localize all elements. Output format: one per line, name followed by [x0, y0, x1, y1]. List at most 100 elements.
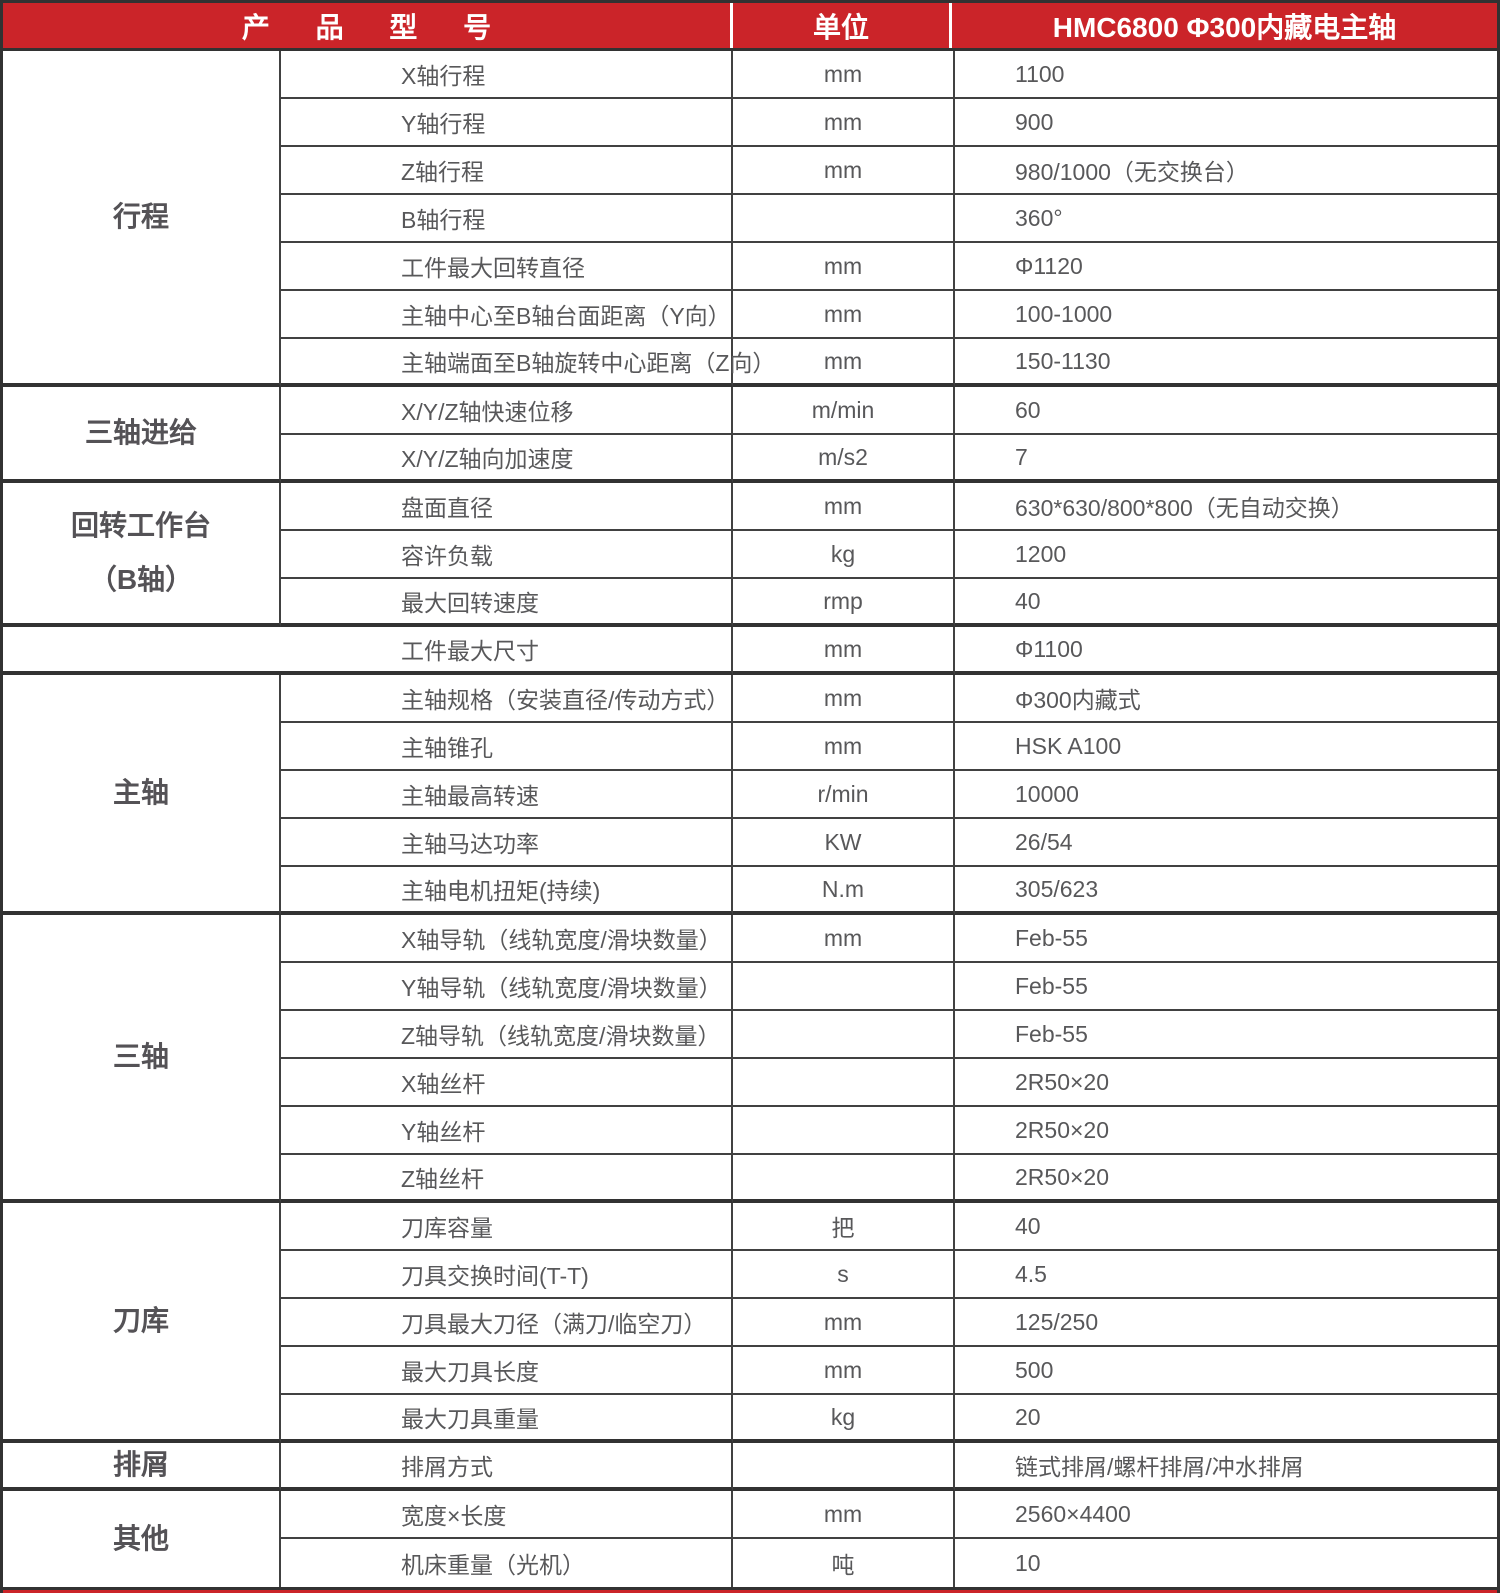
group-label-line: 三轴: [112, 1041, 169, 1072]
param-cell: 最大刀具重量: [281, 1395, 733, 1443]
value-cell: 26/54: [955, 819, 1497, 867]
unit-cell: mm: [733, 1491, 955, 1539]
param-cell: 容许负载: [281, 531, 733, 579]
value-cell: 150-1130: [955, 339, 1497, 387]
param-cell: Y轴行程: [281, 99, 733, 147]
unit-cell: mm: [733, 99, 955, 147]
unit-cell: mm: [733, 339, 955, 387]
value-cell: 500: [955, 1347, 1497, 1395]
param-cell: B轴行程: [281, 195, 733, 243]
value-cell: 2R50×20: [955, 1107, 1497, 1155]
unit-cell: 把: [733, 1203, 955, 1251]
param-cell: 主轴锥孔: [281, 723, 733, 771]
param-cell: 机床重量（光机）: [281, 1539, 733, 1587]
unit-cell: [733, 1443, 955, 1491]
value-cell: Φ1100: [955, 627, 1497, 675]
value-cell: 40: [955, 1203, 1497, 1251]
header-model-value: HMC6800 Φ300内藏电主轴: [1052, 11, 1397, 43]
unit-cell: mm: [733, 291, 955, 339]
value-cell: 20: [955, 1395, 1497, 1443]
unit-cell: mm: [733, 915, 955, 963]
group-label-line: 主轴: [112, 777, 169, 808]
param-cell: X轴丝杆: [281, 1059, 733, 1107]
group-label-line: 刀库: [112, 1305, 169, 1336]
param-cell: Z轴导轨（线轨宽度/滑块数量）: [281, 1011, 733, 1059]
group-label-line: （B轴）: [88, 564, 194, 595]
group-cell-tool-magazine: 刀库: [3, 1203, 281, 1443]
param-cell: Z轴丝杆: [281, 1155, 733, 1203]
param-cell: X/Y/Z轴向加速度: [281, 435, 733, 483]
unit-cell: mm: [733, 675, 955, 723]
unit-cell: kg: [733, 531, 955, 579]
param-cell: 刀具最大刀径（满刀/临空刀）: [281, 1299, 733, 1347]
group-cell-other: 其他: [3, 1491, 281, 1587]
param-cell: 主轴电机扭矩(持续): [281, 867, 733, 915]
unit-cell: s: [733, 1251, 955, 1299]
value-cell: 2560×4400: [955, 1491, 1497, 1539]
unit-cell: mm: [733, 723, 955, 771]
value-cell: Feb-55: [955, 1011, 1497, 1059]
unit-cell: mm: [733, 243, 955, 291]
param-cell: X轴导轨（线轨宽度/滑块数量）: [281, 915, 733, 963]
unit-cell: m/s2: [733, 435, 955, 483]
param-cell: Y轴丝杆: [281, 1107, 733, 1155]
value-cell: 2R50×20: [955, 1155, 1497, 1203]
unit-cell: [733, 1059, 955, 1107]
param-cell: X/Y/Z轴快速位移: [281, 387, 733, 435]
group-label-line: 其他: [112, 1523, 169, 1554]
table-header: 产 品 型 号 单位 HMC6800 Φ300内藏电主轴: [3, 3, 1497, 48]
param-cell: Y轴导轨（线轨宽度/滑块数量）: [281, 963, 733, 1011]
value-cell: 305/623: [955, 867, 1497, 915]
unit-cell: [733, 1155, 955, 1203]
value-cell: 60: [955, 387, 1497, 435]
value-cell: Φ1120: [955, 243, 1497, 291]
unit-cell: N.m: [733, 867, 955, 915]
value-cell: 980/1000（无交换台）: [955, 147, 1497, 195]
unit-cell: mm: [733, 1347, 955, 1395]
bottom-red-strip: [3, 1590, 1497, 1593]
header-product-model-label: 产 品 型 号: [3, 3, 733, 48]
value-cell: HSK A100: [955, 723, 1497, 771]
param-cell: 盘面直径: [281, 483, 733, 531]
unit-cell: mm: [733, 483, 955, 531]
value-cell: 10000: [955, 771, 1497, 819]
unit-cell: mm: [733, 1299, 955, 1347]
value-cell: 360°: [955, 195, 1497, 243]
value-cell: 10: [1015, 1549, 1041, 1576]
value-cell: 4.5: [955, 1251, 1497, 1299]
group-label-line: 排屑: [112, 1449, 169, 1480]
unit-cell: [733, 1107, 955, 1155]
unit-cell: [733, 963, 955, 1011]
value-cell: 链式排屑/螺杆排屑/冲水排屑: [955, 1443, 1497, 1491]
param-cell: 主轴端面至B轴旋转中心距离（Z向）: [281, 339, 775, 387]
param-cell: 主轴最高转速: [281, 771, 733, 819]
unit-cell: mm: [733, 627, 955, 675]
value-cell: 1200: [955, 531, 1497, 579]
group-cell-rotary-table-b-axis: 回转工作台 （B轴）: [3, 483, 281, 627]
unit-cell: r/min: [733, 771, 955, 819]
param-cell: 主轴规格（安装直径/传动方式）: [281, 675, 733, 723]
value-cell: Φ300内藏式: [955, 675, 1497, 723]
unit-cell: [733, 1011, 955, 1059]
value-cell: 630*630/800*800（无自动交换）: [955, 483, 1497, 531]
value-cell: Feb-55: [955, 963, 1497, 1011]
param-cell: 主轴中心至B轴台面距离（Y向）: [281, 291, 733, 339]
unit-cell: [733, 195, 955, 243]
value-cell: 900: [955, 99, 1497, 147]
unit-cell: mm: [733, 147, 955, 195]
value-cell: 40: [955, 579, 1497, 627]
group-cell-spindle: 主轴: [3, 675, 281, 915]
unit-cell: m/min: [733, 387, 955, 435]
unit-cell: kg: [733, 1395, 955, 1443]
value-cell: Feb-55: [955, 915, 1497, 963]
unit-cell: mm: [733, 51, 955, 99]
param-cell: 工件最大回转直径: [281, 243, 733, 291]
group-cell-three-axis-feed: 三轴进给: [3, 387, 281, 483]
param-cell: 排屑方式: [281, 1443, 733, 1491]
group-cell-chip-removal: 排屑: [3, 1443, 281, 1491]
unit-cell: rmp: [733, 579, 955, 627]
param-cell: X轴行程: [281, 51, 733, 99]
param-cell-merged: 工件最大尺寸: [3, 627, 733, 675]
table-body: 行程 X轴行程 mm 1100 Y轴行程 mm 900 Z轴行程 mm 980/1000（无交换台…: [3, 51, 1497, 1587]
